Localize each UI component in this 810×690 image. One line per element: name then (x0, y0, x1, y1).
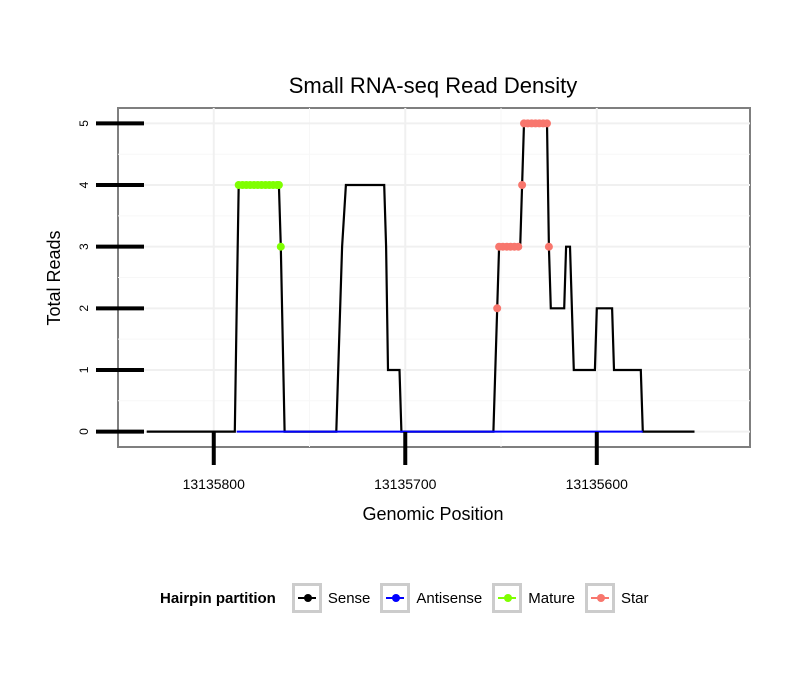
data-point-mature (276, 242, 285, 251)
data-point-star (518, 181, 527, 189)
legend: Hairpin partition Sense Antisense Mature… (160, 578, 652, 618)
data-point-star (543, 119, 551, 128)
axes: 0 1 2 3 4 5 13135800 13135700 13135600 (77, 120, 628, 492)
y-tick-label: 1 (77, 366, 91, 373)
chart-title: Small RNA-seq Read Density (289, 73, 578, 98)
legend-label-antisense: Antisense (416, 589, 483, 607)
x-axis-label: Genomic Position (362, 504, 503, 524)
legend-item-sense: Sense (291, 583, 371, 613)
y-tick-label: 0 (77, 428, 91, 435)
x-tick-label: 13135700 (374, 476, 437, 492)
y-tick-label: 2 (77, 305, 91, 312)
legend-key-mature (492, 583, 523, 613)
legend-key-antisense (380, 583, 411, 613)
y-tick-label: 4 (77, 181, 91, 188)
y-axis-label: Total Reads (44, 230, 64, 325)
grid-lines (118, 108, 750, 447)
data-point-star (514, 242, 523, 251)
legend-label-sense: Sense (327, 589, 371, 607)
series-layer (146, 119, 695, 433)
legend-label-star: Star (620, 589, 649, 607)
data-point-star (493, 304, 502, 313)
y-tick-label: 3 (77, 243, 91, 250)
legend-item-mature: Mature (492, 583, 575, 613)
legend-key-sense (291, 583, 322, 613)
x-tick-label: 13135800 (183, 476, 246, 492)
y-tick-label: 5 (77, 120, 91, 127)
data-point-star (544, 242, 553, 251)
legend-key-star (584, 583, 615, 613)
legend-item-antisense: Antisense (380, 583, 482, 613)
legend-item-star: Star (584, 583, 649, 613)
data-point-mature (274, 181, 283, 189)
legend-title: Hairpin partition (160, 589, 276, 607)
legend-label-mature: Mature (528, 589, 575, 607)
x-tick-label: 13135600 (566, 476, 629, 492)
